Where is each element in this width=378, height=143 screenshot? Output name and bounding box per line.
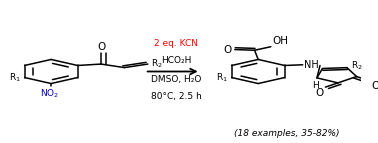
Text: DMSO, H₂O: DMSO, H₂O — [151, 76, 201, 85]
Text: (18 examples, 35-82%): (18 examples, 35-82%) — [234, 129, 340, 138]
Text: NH: NH — [305, 60, 319, 70]
Text: O: O — [315, 88, 324, 98]
Text: R$_2$: R$_2$ — [351, 60, 363, 73]
Text: O: O — [371, 82, 378, 92]
Text: R$_1$: R$_1$ — [216, 71, 228, 84]
Text: OH: OH — [273, 36, 288, 46]
Text: 80°C, 2.5 h: 80°C, 2.5 h — [151, 93, 201, 102]
Text: R$_1$: R$_1$ — [9, 71, 21, 84]
Text: NO$_2$: NO$_2$ — [40, 87, 59, 100]
Text: R$_2$: R$_2$ — [152, 58, 163, 70]
Text: 2 eq. KCN: 2 eq. KCN — [154, 39, 198, 48]
Text: H: H — [312, 81, 319, 90]
Text: O: O — [224, 45, 232, 54]
Text: HCO₂H: HCO₂H — [161, 56, 191, 65]
Text: O: O — [97, 42, 105, 52]
